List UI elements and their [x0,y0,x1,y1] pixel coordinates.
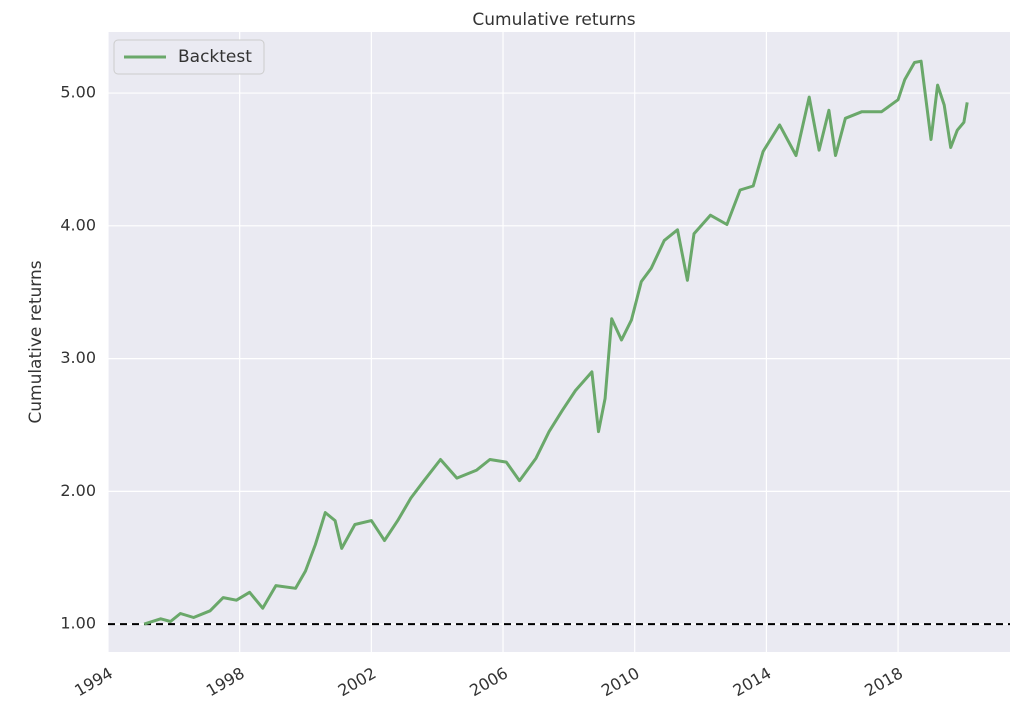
x-tick-label: 2002 [335,663,380,700]
y-tick-label: 4.00 [60,215,96,234]
y-tick-label: 5.00 [60,83,96,102]
y-tick-label: 2.00 [60,481,96,500]
plot-area [108,32,1010,652]
y-axis-label: Cumulative returns [26,260,46,423]
x-tick-label: 1994 [71,663,116,700]
chart-title: Cumulative returns [472,10,635,30]
x-tick-label: 2014 [730,663,775,700]
x-tick-label: 2010 [598,663,643,700]
x-tick-label: 2006 [466,663,511,700]
y-tick-label: 3.00 [60,348,96,367]
line-series [143,59,969,626]
legend-label: Backtest [178,47,252,67]
legend-box [113,39,265,75]
x-tick-label: 1998 [203,663,248,700]
y-tick-label: 1.00 [60,614,96,633]
x-tick-label: 2018 [861,663,906,700]
